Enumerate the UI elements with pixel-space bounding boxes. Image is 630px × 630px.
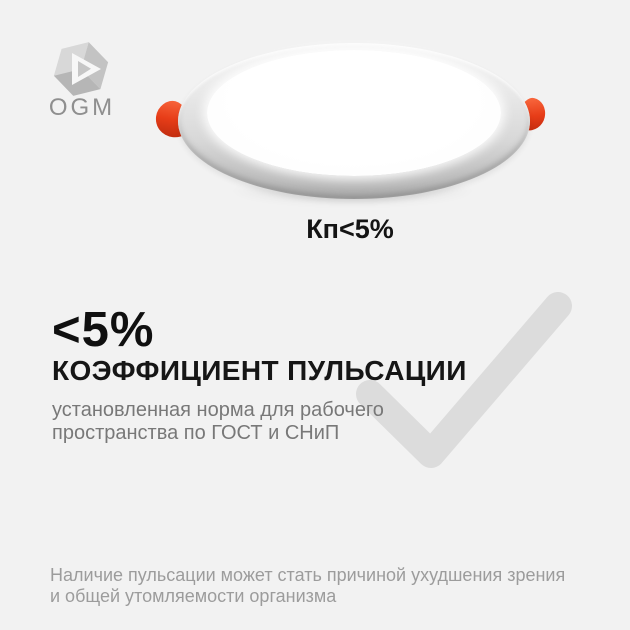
logo-facet-bottom: [53, 69, 101, 96]
footnote-line-1: Наличие пульсации может стать причиной у…: [50, 565, 566, 585]
ogm-logo-icon: [53, 42, 109, 96]
panel-light-face: [207, 50, 501, 176]
feature-value: <5%: [52, 303, 155, 357]
feature-description-line-2: пространства по ГОСТ и СНиП: [52, 422, 340, 444]
footnote: Наличие пульсации может стать причиной у…: [50, 565, 565, 607]
panel-rim: [178, 43, 530, 199]
brand-name: OGM: [48, 94, 116, 121]
pulsation-coefficient-caption: Кп<5%: [306, 214, 394, 244]
feature-description: установленная норма для рабочего простра…: [52, 399, 384, 445]
footnote-line-2: и общей утомляемости организма: [50, 586, 337, 606]
feature-description-line-1: установленная норма для рабочего: [52, 399, 384, 421]
checkmark-stroke: [356, 292, 572, 468]
feature-title: КОЭФФИЦИЕНТ ПУЛЬСАЦИИ: [52, 355, 467, 386]
logo-play-triangle-hole: [78, 61, 91, 77]
led-panel-image: [150, 35, 550, 210]
